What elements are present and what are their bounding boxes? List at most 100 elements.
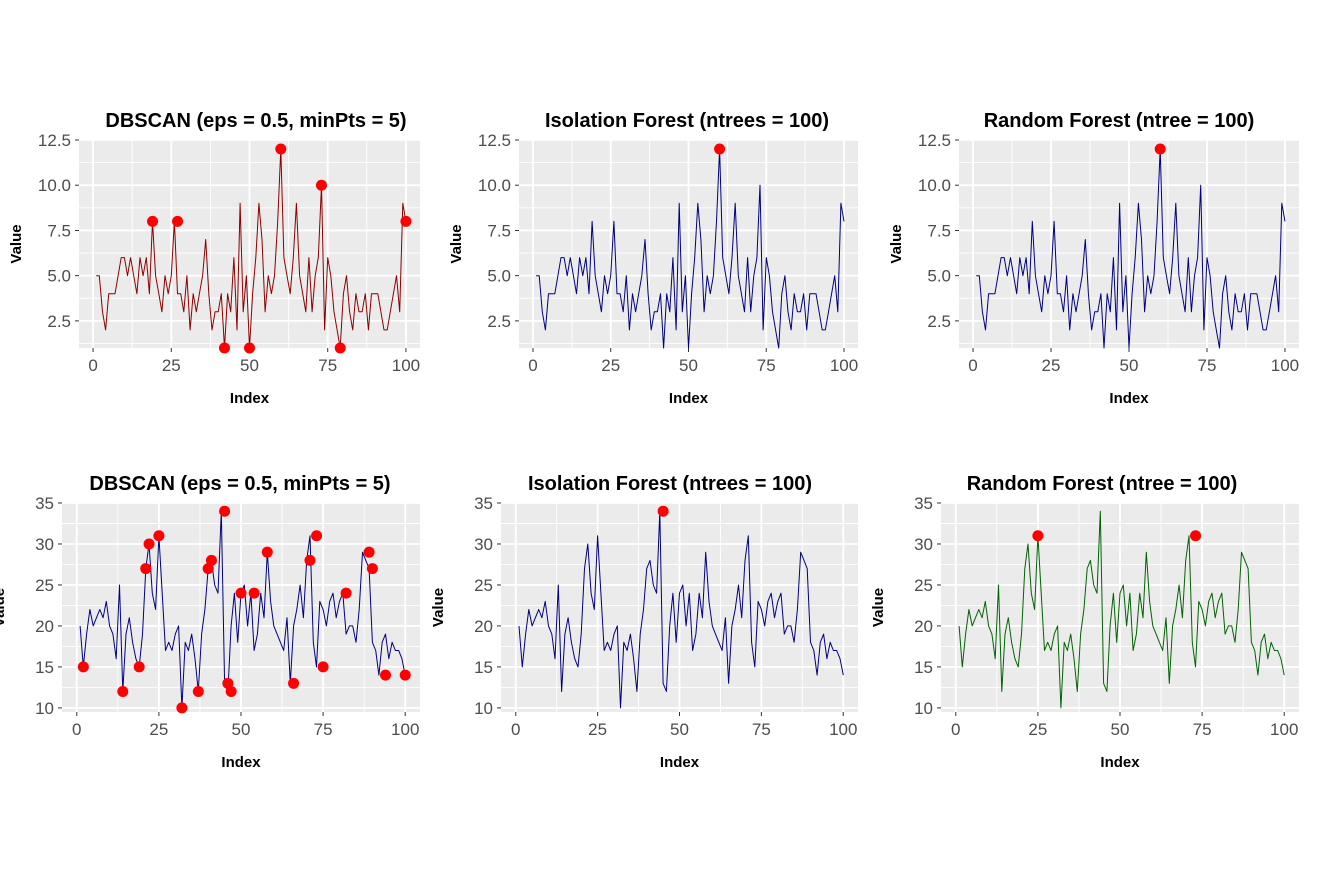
- outlier-point: [340, 587, 352, 599]
- y-tick-label: 15: [914, 658, 933, 677]
- y-tick-label: 15: [35, 658, 54, 677]
- chart-title: DBSCAN (eps = 0.5, minPts = 5): [89, 473, 390, 495]
- y-tick-label: 25: [35, 576, 54, 595]
- outlier-point: [143, 538, 155, 550]
- outlier-point: [176, 702, 188, 714]
- outlier-point: [140, 563, 152, 575]
- outlier-point: [117, 686, 129, 698]
- y-tick-label: 10.0: [38, 176, 71, 195]
- outlier-point: [225, 686, 237, 698]
- x-tick-label: 0: [528, 356, 537, 375]
- outlier-point: [192, 686, 204, 698]
- y-axis-label: Value: [448, 224, 465, 263]
- y-tick-label: 20: [474, 617, 493, 636]
- x-tick-label: 0: [88, 356, 97, 375]
- x-tick-label: 75: [318, 356, 337, 375]
- y-tick-label: 5.0: [487, 267, 511, 286]
- outlier-point: [317, 661, 329, 673]
- x-tick-label: 75: [314, 720, 333, 739]
- y-tick-label: 12.5: [38, 131, 71, 150]
- x-tick-label: 25: [1028, 720, 1047, 739]
- y-tick-label: 20: [914, 617, 933, 636]
- outlier-point: [311, 530, 323, 542]
- y-tick-label: 10: [35, 699, 54, 718]
- y-tick-label: 12.5: [478, 131, 511, 150]
- outlier-point: [380, 669, 392, 681]
- x-tick-label: 0: [72, 720, 81, 739]
- y-axis-label: Value: [430, 588, 447, 627]
- x-tick-label: 75: [1198, 356, 1217, 375]
- outlier-point: [657, 505, 669, 517]
- y-axis-label: Value: [8, 224, 25, 263]
- x-tick-label: 50: [1111, 720, 1130, 739]
- x-tick-label: 100: [829, 720, 857, 739]
- x-tick-label: 25: [601, 356, 620, 375]
- outlier-point: [714, 143, 726, 155]
- series-line: [536, 148, 845, 349]
- y-tick-label: 20: [35, 617, 54, 636]
- x-tick-label: 50: [1120, 356, 1139, 375]
- x-tick-label: 100: [1271, 356, 1299, 375]
- y-tick-label: 35: [35, 494, 54, 513]
- outlier-point: [315, 179, 327, 191]
- y-tick-label: 7.5: [927, 221, 951, 240]
- y-tick-label: 5.0: [47, 267, 71, 286]
- y-tick-label: 30: [914, 535, 933, 554]
- chart-title: DBSCAN (eps = 0.5, minPts = 5): [105, 110, 406, 132]
- x-tick-label: 25: [588, 720, 607, 739]
- x-tick-label: 0: [951, 720, 960, 739]
- outlier-point: [153, 530, 165, 542]
- y-tick-label: 5.0: [927, 267, 951, 286]
- x-axis-label: Index: [230, 390, 270, 407]
- outlier-point: [304, 554, 316, 566]
- series-line: [958, 510, 1285, 709]
- outlier-point: [218, 342, 230, 354]
- panel-3: 0 25 50 75 100 2.5 5.0 7.5 10.0 12.5 Random Forest…: [888, 110, 1299, 407]
- x-axis-label: Index: [660, 754, 700, 771]
- y-tick-label: 2.5: [927, 312, 951, 331]
- panel-5: 0 25 50 75 100 10 15 20 25 30 35 Isolation Forest (…: [430, 473, 858, 771]
- series-line: [96, 148, 407, 349]
- y-axis-label: Value: [0, 588, 8, 627]
- panel-1: 0 25 50 75 100 2.5 5.0 7.5 10.0 12.5 DBSCAN (eps =…: [8, 110, 420, 407]
- y-tick-label: 7.5: [47, 221, 71, 240]
- y-tick-label: 30: [474, 535, 493, 554]
- outlier-point: [172, 215, 184, 227]
- x-tick-label: 25: [1042, 356, 1061, 375]
- outlier-point: [400, 215, 412, 227]
- y-tick-label: 25: [914, 576, 933, 595]
- outlier-point: [205, 554, 217, 566]
- x-axis-label: Index: [1100, 754, 1140, 771]
- series-line: [518, 510, 844, 709]
- y-tick-label: 12.5: [918, 131, 951, 150]
- outlier-point: [275, 143, 287, 155]
- panel-2: 0 25 50 75 100 2.5 5.0 7.5 10.0 12.5 Isolation For…: [448, 110, 858, 407]
- y-tick-label: 35: [474, 494, 493, 513]
- y-tick-label: 10.0: [918, 176, 951, 195]
- x-tick-label: 50: [232, 720, 251, 739]
- chart-title: Random Forest (ntree = 100): [984, 110, 1255, 132]
- outlier-point: [399, 669, 411, 681]
- outlier-point: [248, 587, 260, 599]
- x-tick-label: 75: [1193, 720, 1212, 739]
- x-tick-label: 50: [679, 356, 698, 375]
- outlier-point: [1154, 143, 1166, 155]
- panel-4: 0 25 50 75 100 10 15 20 25 30 35 DBSCAN (eps = 0.5,…: [0, 473, 420, 771]
- outlier-point: [219, 505, 231, 517]
- x-axis-label: Index: [1109, 390, 1149, 407]
- x-tick-label: 100: [392, 356, 420, 375]
- y-tick-label: 10: [474, 699, 493, 718]
- outlier-point: [147, 215, 159, 227]
- x-tick-label: 50: [240, 356, 259, 375]
- chart-title: Isolation Forest (ntrees = 100): [528, 473, 812, 495]
- y-tick-label: 35: [914, 494, 933, 513]
- y-tick-label: 15: [474, 658, 493, 677]
- chart-title: Isolation Forest (ntrees = 100): [545, 110, 829, 132]
- outlier-point: [261, 546, 273, 558]
- x-axis-label: Index: [669, 390, 709, 407]
- x-tick-label: 0: [511, 720, 520, 739]
- panel-6: 0 25 50 75 100 10 15 20 25 30 35 Random Forest (ntr…: [870, 473, 1299, 771]
- x-tick-label: 75: [752, 720, 771, 739]
- x-tick-label: 100: [1270, 720, 1298, 739]
- y-tick-label: 2.5: [47, 312, 71, 331]
